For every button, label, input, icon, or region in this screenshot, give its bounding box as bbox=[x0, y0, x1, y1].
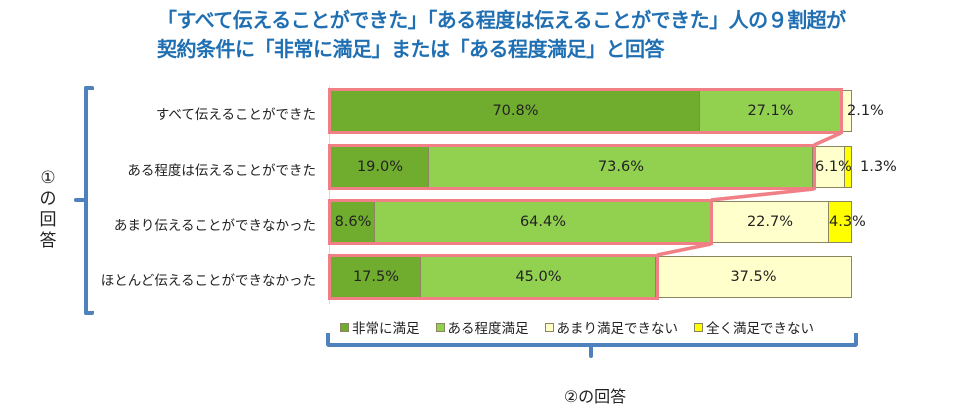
bar-segment-not-at-all-satisfied bbox=[844, 146, 852, 188]
data-label: 27.1% bbox=[747, 103, 794, 119]
bar-segment-very-satisfied: 19.0% bbox=[330, 146, 430, 188]
data-label-outside: 4.3% bbox=[829, 214, 866, 230]
left-bracket bbox=[84, 86, 94, 315]
row-label-all-conveyed: すべて伝えることができた bbox=[155, 107, 316, 123]
data-label: 19.0% bbox=[356, 159, 404, 175]
legend-item-very-satisfied: 非常に満足 bbox=[340, 317, 420, 337]
data-label-outside: 1.3% bbox=[860, 159, 897, 175]
data-label: 64.4% bbox=[519, 214, 567, 230]
y-axis-label-char: ① bbox=[40, 168, 56, 188]
connector-line bbox=[656, 242, 712, 257]
data-label: 70.8% bbox=[492, 103, 539, 119]
legend-swatch-icon bbox=[544, 322, 554, 332]
bar-segment-very-satisfied: 17.5% bbox=[330, 256, 422, 298]
left-bracket-tick bbox=[74, 198, 86, 202]
y-axis-label-char: の bbox=[39, 189, 57, 209]
row-label-somewhat-conveyed: ある程度は伝えることができた bbox=[127, 163, 316, 179]
y-axis-label-char: 答 bbox=[39, 231, 57, 251]
legend-item-not-at-all-satisfied: 全く満足できない bbox=[694, 317, 814, 337]
legend-item-not-very-satisfied: あまり満足できない bbox=[544, 317, 679, 337]
data-label: 37.5% bbox=[730, 269, 777, 285]
bottom-bracket-tick bbox=[589, 345, 593, 358]
legend-label: ある程度満足 bbox=[447, 321, 529, 337]
chart-title-line1: 「すべて伝えることができた」「ある程度は伝えることができた」人の９割超が bbox=[157, 8, 846, 32]
y-axis-group-label: ① の 回 答 bbox=[36, 168, 60, 252]
legend-label: 全く満足できない bbox=[706, 321, 814, 337]
legend-swatch-icon bbox=[340, 322, 349, 332]
bar-segment-somewhat-satisfied: 73.6% bbox=[428, 146, 814, 188]
data-label: 45.0% bbox=[515, 269, 562, 285]
connector-line bbox=[710, 187, 815, 202]
data-label-outside: 6.1% bbox=[815, 159, 852, 175]
data-label: 73.6% bbox=[597, 159, 645, 175]
bar-segment-not-at-all-satisfied bbox=[828, 201, 852, 243]
data-label: 17.5% bbox=[352, 269, 400, 285]
bar-segment-somewhat-satisfied: 27.1% bbox=[699, 90, 842, 132]
data-label: 22.7% bbox=[746, 214, 794, 230]
chart-title-line2: 契約条件に「非常に満足」または「ある程度満足」と回答 bbox=[157, 37, 665, 61]
bar-segment-very-satisfied: 70.8% bbox=[330, 90, 701, 132]
chart-legend: 非常に満足 ある程度満足 あまり満足できない 全く満足できない bbox=[340, 317, 814, 337]
legend-swatch-icon bbox=[694, 322, 703, 332]
bar-segment-very-satisfied: 8.6% bbox=[330, 201, 376, 243]
legend-label: あまり満足できない bbox=[556, 321, 679, 337]
row-label-hardly-conveyed: ほとんど伝えることができなかった bbox=[100, 273, 316, 289]
data-label-outside: 2.1% bbox=[847, 103, 884, 119]
y-axis-label-char: 回 bbox=[39, 210, 57, 230]
x-axis-group-label: ②の回答 bbox=[563, 387, 627, 406]
bar-segment-somewhat-satisfied: 45.0% bbox=[420, 256, 657, 298]
bar-segment-not-very-satisfied: 22.7% bbox=[710, 201, 830, 243]
chart-title: 「すべて伝えることができた」「ある程度は伝えることができた」人の９割超が 契約条… bbox=[157, 6, 877, 64]
legend-item-somewhat-satisfied: ある程度満足 bbox=[435, 317, 529, 337]
data-label: 8.6% bbox=[334, 214, 372, 230]
bar-segment-not-very-satisfied: 37.5% bbox=[655, 256, 852, 298]
legend-swatch-icon bbox=[435, 322, 445, 332]
category-axis-line bbox=[329, 86, 330, 304]
legend-label: 非常に満足 bbox=[352, 321, 420, 337]
connector-line bbox=[813, 131, 842, 147]
bar-segment-somewhat-satisfied: 64.4% bbox=[374, 201, 712, 243]
row-label-barely-conveyed: あまり伝えることができなかった bbox=[113, 218, 316, 234]
